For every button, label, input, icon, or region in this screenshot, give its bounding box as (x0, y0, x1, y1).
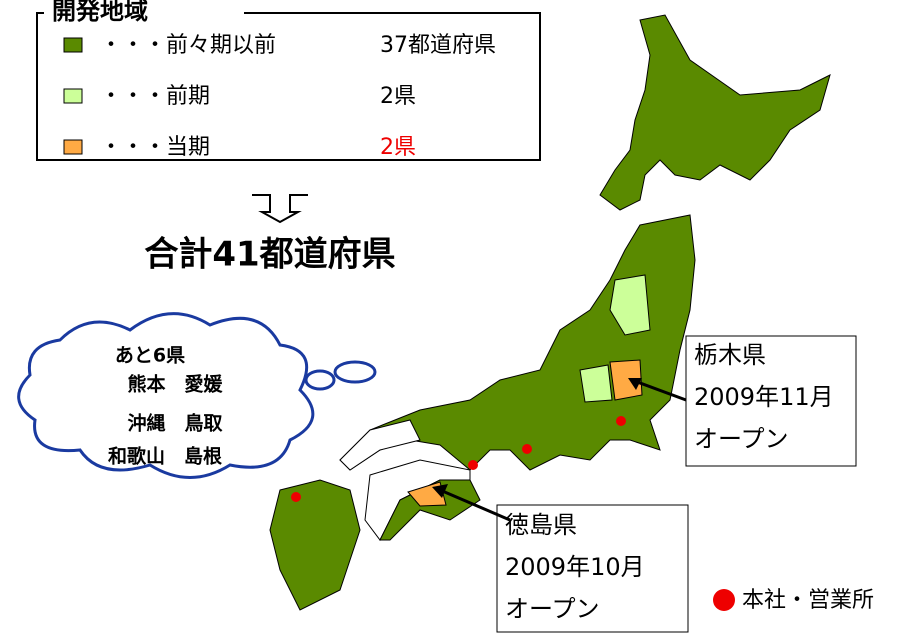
callout-status: オープン (694, 425, 789, 453)
down-arrow (252, 194, 308, 224)
legend-title: 開発地域 (52, 0, 148, 25)
cloud (17, 312, 315, 479)
legend-label: ・・・前々期以前 (100, 33, 276, 58)
legend-box (36, 12, 541, 161)
callout-date: 2009年10月 (505, 553, 645, 581)
legend-swatch (63, 37, 83, 53)
legend-count: 2県 (380, 135, 416, 160)
legend-swatch (63, 88, 83, 104)
office-legend: 本社・営業所 (742, 588, 874, 613)
cloud-line: 熊本 愛媛 (127, 373, 223, 396)
legend-swatch (63, 139, 83, 155)
legend-count: 37都道府県 (380, 33, 496, 58)
cloud-line: あと6県 (115, 345, 185, 367)
callout-box (496, 504, 689, 633)
japan-map (269, 14, 831, 611)
callout-pref: 栃木県 (694, 341, 766, 369)
callout-box (685, 335, 857, 467)
callout-date: 2009年11月 (694, 383, 834, 411)
callout-pref: 徳島県 (505, 511, 577, 539)
cloud-line: 沖縄 鳥取 (127, 412, 222, 435)
total: 合計41都道府県 (144, 235, 395, 275)
legend-count: 2県 (380, 84, 416, 109)
legend-label: ・・・前期 (100, 84, 210, 109)
office-marker (713, 589, 735, 611)
callout-status: オープン (505, 595, 600, 623)
legend: ・・・前々期以前 37都道府県・・・前期 2県・・・当期 2県 (63, 33, 496, 160)
cloud-line: 和歌山 島根 (108, 445, 222, 468)
legend-label: ・・・当期 (100, 135, 210, 160)
